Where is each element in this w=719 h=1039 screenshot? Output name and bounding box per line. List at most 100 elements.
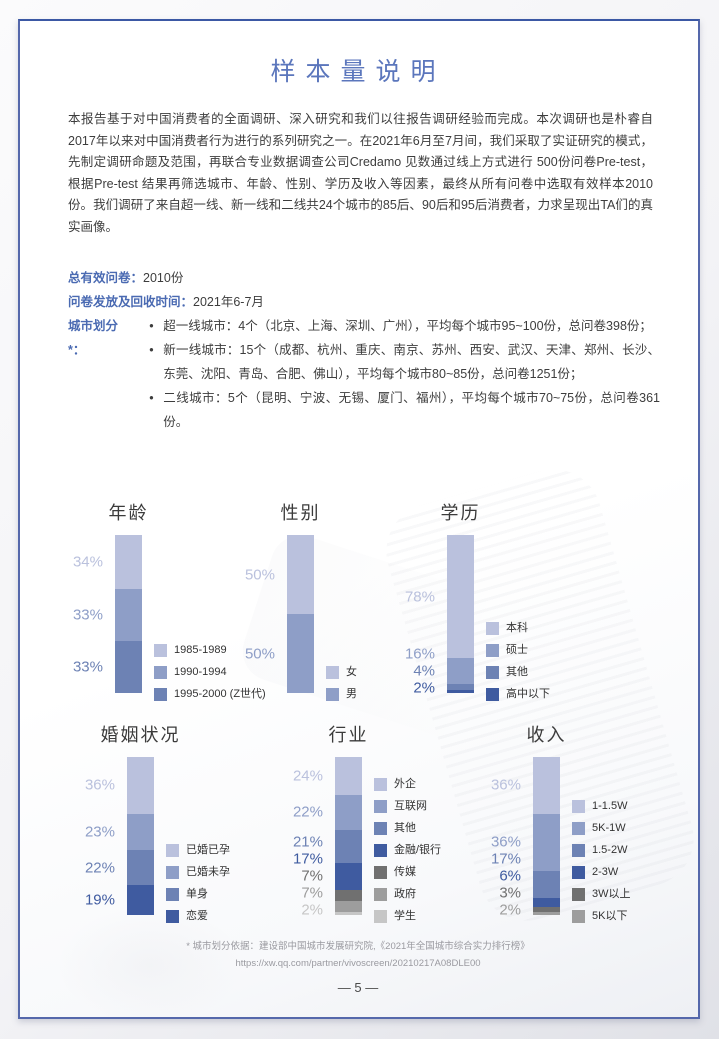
chart-title: 年龄 [108,503,149,523]
percent-labels: 34% 33% 33% [0,535,109,693]
percent-label: 2% [413,679,435,697]
legend-swatch [572,800,585,813]
bar-segment [115,588,142,641]
legend-swatch [374,866,387,879]
legend-label: 恋爱 [186,910,208,922]
legend-item: 传媒 [374,866,441,879]
legend-item: 其他 [374,822,441,835]
legend-item: 学生 [374,910,441,923]
percent-label: 2% [499,901,521,919]
bar-segment [335,794,362,830]
chart-title: 收入 [526,725,567,745]
legend-swatch [572,822,585,835]
bar-segment [533,907,560,912]
legend-swatch [572,910,585,923]
legend-item: 恋爱 [166,910,230,923]
legend-swatch [486,644,499,657]
legend-label: 单身 [186,888,208,900]
percent-label: 22% [84,859,115,877]
bar-segment [335,900,362,912]
info-time-value: 2021年6-7月 [193,295,264,309]
percent-label: 19% [84,891,115,909]
percent-labels: 78% 16% 4% 2% [327,535,441,696]
percent-label: 7% [301,867,323,885]
percent-label: 36% [84,776,115,794]
chart-industry: 行业 24% 22% 21% 17% 7% 7% 2% 外企 互联网 其他 金融/银行 传媒 政府 学生 [215,715,560,933]
legend-item: 已婚已孕 [166,844,230,857]
bar-segment [115,535,142,589]
legend-item: 5K-1W [572,822,631,835]
bar-segment [447,535,474,659]
legend-item: 1.5-2W [572,844,631,857]
legend-label: 已婚已孕 [186,844,230,856]
bar-segment [127,884,154,915]
legend-item: 2-3W [572,866,631,879]
page-title: 样本量说明 [270,58,446,86]
city-bullet-tier2: 新一线城市：15个（成都、杭州、重庆、南京、苏州、西安、武汉、天津、郑州、长沙、… [148,338,660,386]
percent-label: 3% [499,884,521,902]
legend-label: 政府 [394,888,416,900]
percent-labels: 36% 36% 17% 6% 3% 2% [413,757,527,919]
bar-segment [447,689,474,693]
percent-label: 34% [72,553,103,571]
legend-label: 1990-1994 [174,666,227,678]
info-total-value: 2010份 [143,271,184,285]
bar-segment [127,813,154,851]
legend-item: 女 [326,666,357,679]
legend-label: 1-1.5W [592,800,628,812]
chart-age: 年龄 34% 33% 33% 1985-1989 1990-1994 1995-2000 (… [0,493,340,711]
page-number: — 5 — [337,980,379,995]
percent-label: 7% [301,884,323,902]
stacked-bar [115,535,142,693]
legend-item: 政府 [374,888,441,901]
bar-segment [335,862,362,890]
legend-item: 其他 [486,666,550,679]
percent-label: 17% [490,850,521,868]
bar-segment [533,870,560,898]
city-bullet-tier3: 二线城市：5个（昆明、宁波、无锡、厦门、福州），平均每个城市70~75份，总问卷… [148,386,660,434]
chart-income: 收入 36% 36% 17% 6% 3% 2% 1-1.5W 5K-1W 1.5-2W 2-3W 3W… [413,715,719,933]
percent-label: 6% [499,867,521,885]
legend-label: 5K以下 [592,910,628,922]
percent-label: 36% [490,833,521,851]
stacked-bar [533,757,560,915]
percent-label: 22% [292,803,323,821]
survey-info-block: 总有效问卷：2010份 问卷发放及回收时间：2021年6-7月 城市划分*： 超… [68,266,660,434]
bar-segment [335,889,362,901]
chart-title: 性别 [280,503,321,523]
legend-label: 高中以下 [506,688,550,700]
chart-legend: 外企 互联网 其他 金融/银行 传媒 政府 学生 [374,757,441,923]
percent-label: 33% [72,658,103,676]
percent-label: 78% [404,588,435,606]
legend-item: 单身 [166,888,230,901]
footnote-block: * 城市划分依据：建设部中国城市发展研究院,《2021年全国城市综合实力排行榜》… [18,938,698,972]
city-bullet-tier1: 超一线城市：4个（北京、上海、深圳、广州），平均每个城市95~100份，总问卷3… [148,314,660,338]
info-city-label: 城市划分*： [68,319,119,357]
bar-segment [533,897,560,908]
intro-paragraph: 本报告基于对中国消费者的全面调研、深入研究和我们以往报告调研经验而完成。本次调研… [68,112,653,234]
legend-swatch [486,666,499,679]
legend-label: 本科 [506,622,528,634]
legend-item: 1-1.5W [572,800,631,813]
legend-label: 硕士 [506,644,528,656]
bar-segment [127,757,154,814]
bar-segment [287,535,314,614]
chart-education: 学历 78% 16% 4% 2% 本科 硕士 其他 高中以下 [327,493,672,711]
percent-label: 4% [413,662,435,680]
percent-labels: 50% 50% [167,535,281,693]
percent-labels: 24% 22% 21% 17% 7% 7% 2% [215,757,329,918]
legend-label: 学生 [394,910,416,922]
chart-title: 行业 [328,725,369,745]
percent-label: 23% [84,823,115,841]
percent-label: 17% [292,850,323,868]
legend-label: 女 [346,666,357,678]
legend-item: 外企 [374,778,441,791]
legend-label: 其他 [394,822,416,834]
legend-item: 硕士 [486,644,550,657]
legend-swatch [374,844,387,857]
legend-item: 高中以下 [486,688,550,701]
footnote-url: https://xw.qq.com/partner/vivoscreen/202… [235,958,481,969]
legend-label: 5K-1W [592,822,626,834]
legend-swatch [486,688,499,701]
legend-item: 1995-2000 (Z世代) [154,688,266,701]
